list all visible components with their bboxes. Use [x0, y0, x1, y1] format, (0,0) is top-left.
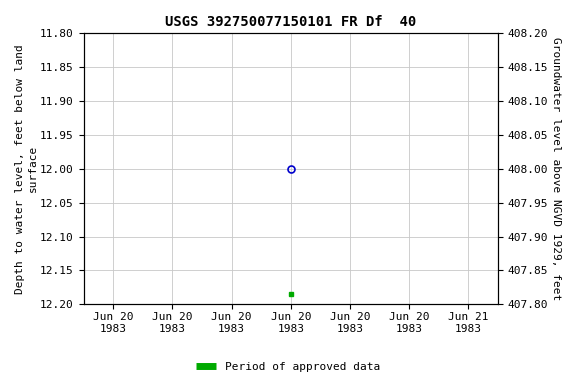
Y-axis label: Groundwater level above NGVD 1929, feet: Groundwater level above NGVD 1929, feet [551, 37, 561, 300]
Legend: Period of approved data: Period of approved data [191, 358, 385, 377]
Y-axis label: Depth to water level, feet below land
surface: Depth to water level, feet below land su… [15, 44, 37, 293]
Title: USGS 392750077150101 FR Df  40: USGS 392750077150101 FR Df 40 [165, 15, 416, 29]
